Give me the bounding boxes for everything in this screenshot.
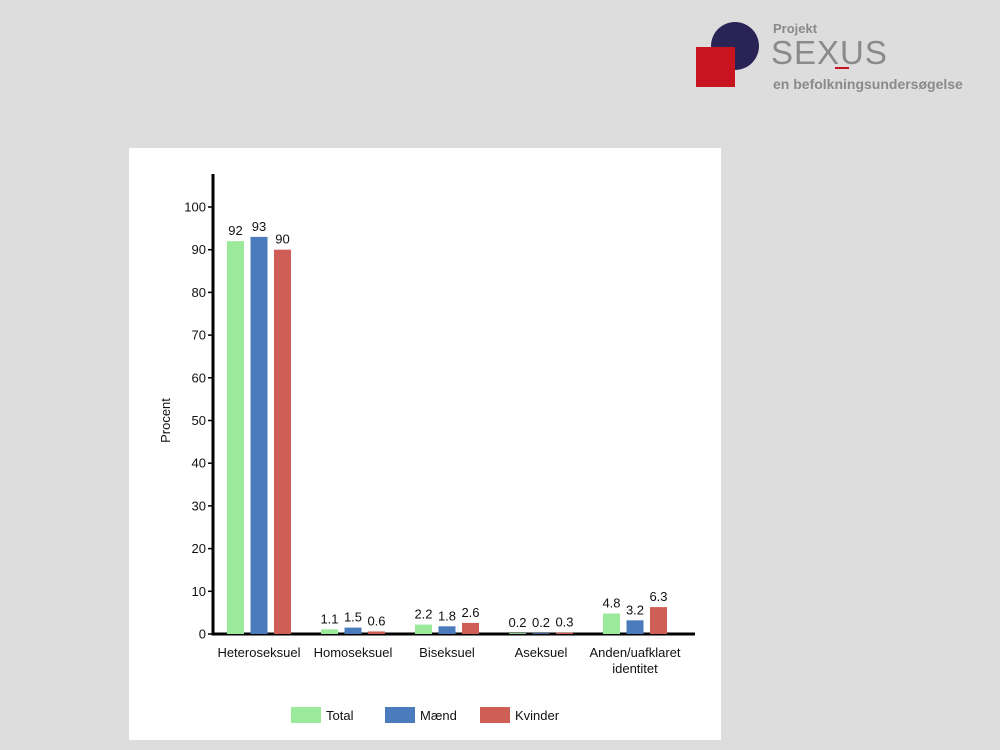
logo-underline: [835, 67, 849, 69]
bar-value-label: 4.8: [602, 596, 620, 611]
bar-total: [227, 241, 244, 634]
y-tick-label: 60: [192, 370, 206, 385]
bar-mænd: [438, 626, 456, 634]
y-tick-label: 20: [192, 541, 206, 556]
bar-value-label: 93: [252, 219, 266, 234]
projekt-sexus-logo: Projekt SEXUS en befolkningsundersøgelse: [696, 20, 986, 95]
bar-value-label: 1.8: [438, 608, 456, 623]
x-category-label: identitet: [612, 661, 658, 676]
bar-value-label: 0.6: [367, 613, 385, 628]
bar-value-label: 0.3: [555, 615, 573, 630]
bar-value-label: 1.5: [344, 610, 362, 625]
x-category-label: Heteroseksuel: [217, 645, 300, 660]
bar-value-label: 3.2: [626, 602, 644, 617]
y-tick-label: 10: [192, 584, 206, 599]
x-category-label: Biseksuel: [419, 645, 475, 660]
bar-value-label: 92: [228, 223, 242, 238]
bar-value-label: 90: [275, 232, 289, 247]
bar-kvinder: [556, 632, 573, 634]
x-category-label: Anden/uafklaret: [589, 645, 680, 660]
bar-kvinder: [650, 607, 667, 634]
logo-square-shape: [696, 47, 735, 87]
bar-total: [415, 624, 432, 634]
bar-total: [321, 629, 338, 634]
bar-total: [509, 633, 526, 634]
logo-subtitle-text: en befolkningsundersøgelse: [773, 76, 963, 92]
bar-mænd: [532, 633, 550, 634]
legend-swatch-mænd: [385, 707, 415, 723]
y-tick-label: 50: [192, 413, 206, 428]
y-tick-label: 100: [184, 200, 206, 215]
bar-value-label: 6.3: [649, 589, 667, 604]
bar-mænd: [344, 627, 362, 634]
y-tick-label: 30: [192, 498, 206, 513]
y-axis-title: Procent: [158, 398, 173, 443]
bar-chart: 0 10 20 30 40 50 60 70 80 90 100 Procent 92 93 90 Heter…: [158, 174, 695, 723]
logo-projekt-text: Projekt: [773, 21, 818, 36]
bar-kvinder: [274, 249, 291, 634]
logo-sexus-text: SEXUS: [771, 34, 888, 71]
chart-panel: 0 10 20 30 40 50 60 70 80 90 100 Procent 92 93 90 Heter…: [129, 148, 721, 740]
legend-label: Kvinder: [515, 708, 560, 723]
legend-swatch-total: [291, 707, 321, 723]
y-tick-label: 80: [192, 285, 206, 300]
bar-kvinder: [462, 622, 479, 634]
bar-mænd: [626, 620, 644, 634]
y-tick-label: 70: [192, 328, 206, 343]
x-category-label: Homoseksuel: [314, 645, 393, 660]
y-tick-label: 0: [199, 627, 206, 642]
legend-swatch-kvinder: [480, 707, 510, 723]
legend-label: Mænd: [420, 708, 457, 723]
bar-value-label: 1.1: [320, 611, 338, 626]
y-tick-label: 40: [192, 456, 206, 471]
y-tick-label: 90: [192, 242, 206, 257]
legend-label: Total: [326, 708, 354, 723]
bar-total: [603, 613, 620, 634]
bar-mænd: [250, 236, 268, 634]
x-category-label: Aseksuel: [515, 645, 568, 660]
bar-value-label: 0.2: [532, 615, 550, 630]
bar-kvinder: [368, 631, 385, 634]
bar-value-label: 2.2: [414, 607, 432, 622]
bar-value-label: 0.2: [508, 615, 526, 630]
bar-value-label: 2.6: [461, 605, 479, 620]
